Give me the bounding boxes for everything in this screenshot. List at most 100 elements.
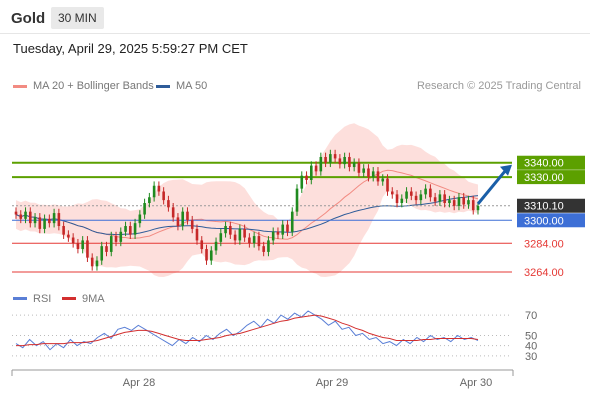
candle-body <box>252 236 256 244</box>
copyright-notice: Research © 2025 Trading Central <box>416 80 581 92</box>
candle-body <box>367 168 370 178</box>
candle-body <box>262 246 265 252</box>
candle-body <box>114 236 118 242</box>
candle-body <box>181 211 185 227</box>
candle-body <box>414 195 418 201</box>
candle-body <box>52 213 56 224</box>
candle-body <box>38 217 42 229</box>
x-tick-label: Apr 29 <box>316 377 348 389</box>
candle-body <box>467 200 470 205</box>
ma50-swatch <box>156 84 170 88</box>
candle-body <box>48 218 51 224</box>
rsi-ma-legend-label: 9MA <box>82 293 105 305</box>
candle-body <box>138 214 142 224</box>
candle-body <box>243 228 246 238</box>
candle-body <box>305 175 308 180</box>
level-label: 3340.00 <box>524 158 564 170</box>
candle-body <box>386 178 389 192</box>
candle-body <box>24 211 27 219</box>
candle-body <box>229 226 232 235</box>
candle-body <box>281 224 285 235</box>
level-label-bg <box>517 198 585 213</box>
candle-body <box>214 241 218 251</box>
x-tick-label: Apr 28 <box>123 377 155 389</box>
candle-body <box>309 165 313 180</box>
candle-body <box>71 237 75 244</box>
legend-ma20: MA 20 + Bollinger Bands <box>13 80 154 92</box>
ma20-swatch <box>13 84 27 88</box>
candle-body <box>76 243 80 250</box>
rsi-tick-label: 70 <box>525 310 537 322</box>
candle-body <box>205 249 208 261</box>
forecast-arrow-shaft <box>476 167 509 205</box>
candle-body <box>276 231 280 235</box>
level-label-bg <box>517 213 585 228</box>
interval-badge[interactable]: 30 MIN <box>51 7 104 29</box>
timestamp: Tuesday, April 29, 2025 5:59:27 PM CET <box>13 41 248 56</box>
level-label: 3300.00 <box>524 215 564 227</box>
candle-body <box>405 191 408 199</box>
legend-ma50: MA 50 <box>156 80 207 92</box>
candle-body <box>14 211 18 215</box>
level-label-bg <box>517 155 585 170</box>
candle-body <box>295 188 299 212</box>
candle-body <box>271 231 275 241</box>
candle-body <box>390 191 394 195</box>
candle-body <box>162 191 165 201</box>
candle-body <box>233 234 237 241</box>
candle-body <box>171 207 175 218</box>
candle-body <box>95 260 99 267</box>
candle-body <box>395 194 399 204</box>
candle-body <box>195 228 199 241</box>
candle-body <box>400 198 404 204</box>
candle-body <box>300 175 304 189</box>
rsi-tick-label: 50 <box>525 330 537 342</box>
chart-header: Gold 30 MIN <box>0 0 590 34</box>
candle-body <box>257 236 261 247</box>
candle-body <box>152 185 156 198</box>
candle-body <box>224 226 227 234</box>
candle-body <box>62 226 65 235</box>
candle-body <box>352 162 356 168</box>
candle-body <box>248 237 251 244</box>
candle-body <box>81 240 84 250</box>
candle-body <box>86 240 89 258</box>
x-tick-label: Apr 30 <box>460 377 492 389</box>
level-label-bg <box>517 170 585 185</box>
candle-body <box>176 217 180 227</box>
candle-body <box>429 188 432 198</box>
candle-body <box>90 257 94 267</box>
candle-body <box>348 156 351 168</box>
candle-body <box>148 197 151 204</box>
candle-body <box>219 233 223 242</box>
candle-body <box>476 205 480 211</box>
candle-body <box>324 156 327 163</box>
candle-body <box>209 250 213 261</box>
legend-ma50-label: MA 50 <box>176 80 208 92</box>
candle-body <box>19 214 23 219</box>
candle-body <box>143 203 146 215</box>
candle-body <box>424 188 427 195</box>
candle-body <box>133 223 137 235</box>
symbol-title: Gold <box>11 10 46 27</box>
candle-body <box>410 191 413 196</box>
rsi-tick-label: 30 <box>525 351 537 363</box>
candle-body <box>419 194 423 201</box>
rsi-legend-swatch <box>13 297 27 300</box>
rsi-line <box>15 310 479 351</box>
candle-body <box>157 185 161 192</box>
candle-body <box>433 197 437 202</box>
candle-body <box>238 228 242 241</box>
candle-body <box>333 154 337 159</box>
candle-body <box>43 218 46 229</box>
candle-body <box>57 213 61 227</box>
level-label: 3330.00 <box>524 172 564 184</box>
candle-body <box>190 220 194 229</box>
candle-body <box>28 211 32 224</box>
rsi-tick-label: 40 <box>525 341 537 353</box>
candle-body <box>471 200 475 211</box>
candle-body <box>105 246 108 252</box>
candle-body <box>371 171 375 178</box>
forecast-arrow-head <box>500 164 512 176</box>
